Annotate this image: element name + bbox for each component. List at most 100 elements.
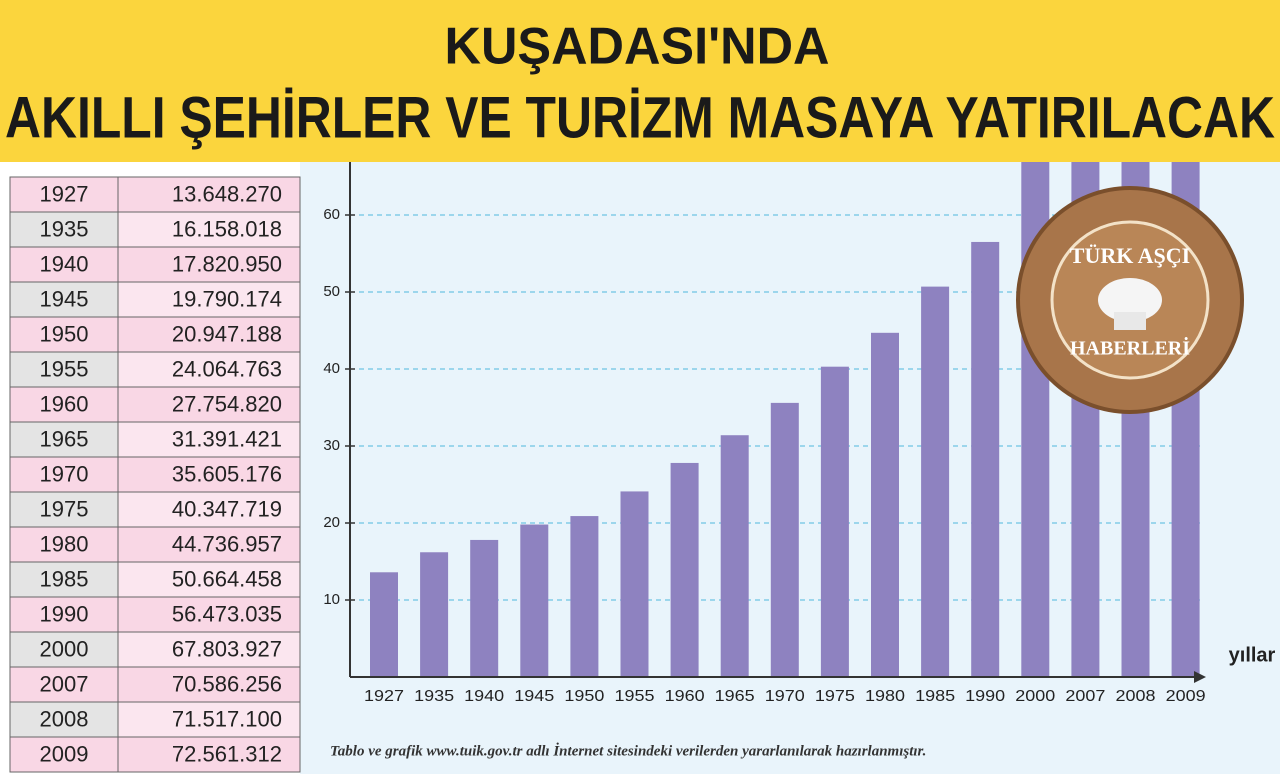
value-text: 67.803.927 — [172, 636, 282, 661]
value-cell — [117, 386, 301, 423]
table: 1927 13.648.270 1935 16.158.018 1940 17.820.9… — [9, 176, 301, 773]
year-cell — [9, 456, 119, 493]
year-text: 1985 — [40, 566, 89, 591]
bar — [420, 552, 449, 677]
value-cell — [117, 701, 301, 738]
value-cell — [117, 176, 301, 213]
value-cell — [117, 561, 301, 598]
year-cell — [9, 386, 119, 423]
year-text: 1990 — [40, 601, 89, 626]
value-cell — [117, 631, 301, 668]
bar — [470, 539, 499, 677]
x-tick-label: 1940 — [464, 688, 504, 705]
badge: TÜRK AŞÇI HABERLERİ — [1016, 186, 1244, 414]
value-text: 56.473.035 — [172, 601, 282, 626]
x-tick-label: 1985 — [915, 688, 955, 705]
bar — [770, 402, 799, 677]
value-cell — [117, 281, 301, 318]
value-cell — [117, 596, 301, 633]
value-text: 35.605.176 — [172, 461, 282, 486]
year-cell — [9, 561, 119, 598]
x-tick-label: 1965 — [715, 688, 755, 705]
bar — [570, 516, 599, 677]
year-text: 2000 — [40, 636, 89, 661]
value-cell — [117, 666, 301, 703]
x-tick-label: 2000 — [1015, 688, 1055, 705]
x-tick-label: 1935 — [414, 688, 454, 705]
y-tick-label: 40 — [323, 360, 340, 377]
year-cell — [9, 631, 119, 668]
value-cell — [117, 211, 301, 248]
header-band — [0, 0, 1280, 162]
value-text: 44.736.957 — [172, 531, 282, 556]
year-text: 1960 — [40, 391, 89, 416]
year-text: 1940 — [40, 251, 89, 276]
bar — [520, 524, 549, 677]
value-cell — [117, 351, 301, 388]
x-tick-label: 2007 — [1065, 688, 1105, 705]
value-cell — [117, 316, 301, 353]
x-tick-label: 1990 — [965, 688, 1005, 705]
value-text: 17.820.950 — [172, 251, 282, 276]
x-tick-label: 1927 — [364, 688, 404, 705]
badge-bottom-text: HABERLERİ — [1070, 336, 1190, 360]
source-note: Tablo ve grafik www.tuik.gov.tr adlı İnt… — [330, 742, 926, 759]
y-tick-label: 10 — [323, 591, 340, 608]
year-cell — [9, 736, 119, 773]
value-cell — [117, 421, 301, 458]
value-text: 16.158.018 — [172, 216, 282, 241]
value-text: 27.754.820 — [172, 391, 282, 416]
value-cell — [117, 491, 301, 528]
x-tick-label: 1975 — [815, 688, 855, 705]
year-text: 1927 — [40, 181, 89, 206]
header-line1: KUŞADASI'NDA — [445, 18, 830, 76]
bar — [370, 572, 398, 677]
x-tick-label: 1955 — [615, 688, 655, 705]
y-tick-label: 50 — [323, 283, 340, 300]
year-cell — [9, 701, 119, 738]
value-cell — [117, 456, 301, 493]
value-text: 13.648.270 — [172, 181, 282, 206]
value-text: 40.347.719 — [172, 496, 282, 521]
value-cell — [117, 526, 301, 563]
year-cell — [9, 246, 119, 283]
y-tick-label: 30 — [323, 437, 340, 454]
year-text: 1935 — [40, 216, 89, 241]
year-text: 1945 — [40, 286, 89, 311]
year-text: 1970 — [40, 461, 89, 486]
chef-hat-band — [1114, 312, 1146, 330]
year-text: 1980 — [40, 531, 89, 556]
year-cell — [9, 281, 119, 318]
year-text: 1955 — [40, 356, 89, 381]
value-text: 24.064.763 — [172, 356, 282, 381]
y-tick-label: 20 — [323, 514, 340, 531]
x-axis-arrow — [1194, 671, 1206, 683]
year-cell — [9, 526, 119, 563]
x-axis-label: yıllar — [1229, 644, 1276, 666]
y-tick-label: 60 — [323, 206, 340, 223]
value-text: 19.790.174 — [172, 286, 282, 311]
value-text: 71.517.100 — [172, 706, 282, 731]
value-text: 50.664.458 — [172, 566, 282, 591]
value-text: 70.586.256 — [172, 671, 282, 696]
year-text: 2009 — [40, 741, 89, 766]
bar — [620, 491, 649, 677]
x-tick-label: 1980 — [865, 688, 905, 705]
bar — [971, 241, 1000, 677]
value-cell — [117, 246, 301, 283]
badge-top-text: TÜRK AŞÇI — [1070, 243, 1190, 268]
year-text: 1975 — [40, 496, 89, 521]
year-cell — [9, 351, 119, 388]
x-tick-label: 1970 — [765, 688, 805, 705]
x-tick-label: 1950 — [564, 688, 604, 705]
year-text: 1965 — [40, 426, 89, 451]
value-cell — [117, 736, 301, 773]
chef-hat — [1098, 278, 1162, 322]
bar — [871, 332, 899, 677]
value-text: 20.947.188 — [172, 321, 282, 346]
header-line2: AKILLI ŞEHİRLER VE TURİZM MASAYA YATIRIL… — [5, 85, 1275, 150]
x-tick-label: 2008 — [1116, 688, 1156, 705]
x-tick-label: 2009 — [1166, 688, 1206, 705]
value-text: 31.391.421 — [172, 426, 282, 451]
